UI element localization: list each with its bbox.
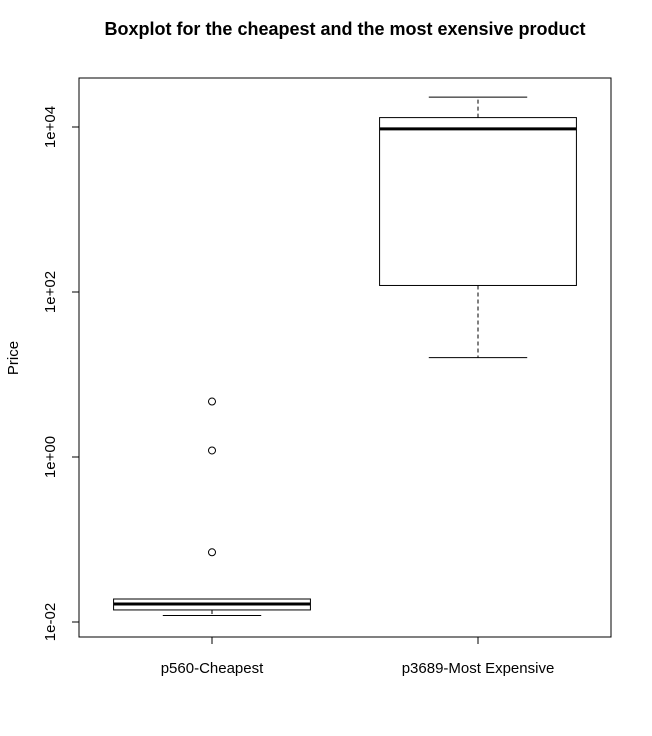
y-tick-label-3: 1e+04	[42, 106, 59, 148]
y-tick-label-2: 1e+02	[42, 271, 59, 313]
outlier-0-1	[208, 446, 216, 455]
chart-marks: 1e-02 1e+00 1e+02 1e+04 p560-Cheapest p3689-M…	[42, 96, 577, 677]
box-1	[379, 117, 577, 286]
outlier-0-2	[208, 397, 216, 406]
chart-title: Boxplot for the cheapest and the most ex…	[104, 19, 585, 39]
y-tick-label-1: 1e+00	[42, 436, 59, 478]
y-tick-label-0: 1e-02	[42, 603, 59, 641]
outlier-0-0	[208, 548, 216, 557]
x-tick-label-1: p3689-Most Expensive	[402, 660, 555, 677]
x-tick-label-0: p560-Cheapest	[161, 660, 264, 677]
y-axis-label: Price	[5, 341, 22, 375]
